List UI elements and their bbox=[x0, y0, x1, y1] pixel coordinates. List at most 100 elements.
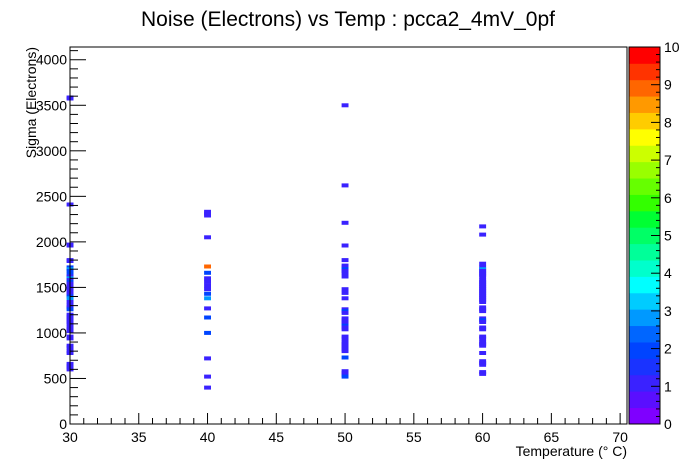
heatmap-cell bbox=[479, 300, 487, 304]
y-tick-label: 0 bbox=[59, 416, 67, 432]
y-tick-label: 1000 bbox=[36, 325, 67, 341]
x-tick-label: 55 bbox=[406, 429, 422, 445]
heatmap-cell bbox=[341, 270, 349, 275]
heatmap-cell bbox=[479, 309, 487, 314]
heatmap-cell bbox=[479, 224, 487, 229]
heatmap-cells bbox=[66, 95, 487, 390]
x-tick-label: 35 bbox=[131, 429, 147, 445]
heatmap-cell bbox=[204, 235, 211, 240]
color-palette: 0 1 2 3 4 5 6 7 8 9 10 bbox=[628, 39, 680, 432]
palette-swatch bbox=[629, 374, 660, 392]
palette-swatch bbox=[629, 79, 660, 97]
heatmap-cell bbox=[204, 283, 211, 288]
heatmap-cell bbox=[341, 258, 349, 263]
x-tick-label: 60 bbox=[475, 429, 491, 445]
palette-swatch bbox=[629, 47, 660, 64]
palette-tick-label: 2 bbox=[664, 341, 672, 357]
heatmap-cell bbox=[204, 287, 211, 292]
palette-tick-label: 9 bbox=[664, 77, 672, 93]
heatmap-cell bbox=[204, 213, 211, 218]
heatmap-cell bbox=[341, 355, 349, 360]
palette-swatch bbox=[629, 260, 660, 277]
palette-tick-label: 0 bbox=[664, 416, 672, 432]
heatmap-cell bbox=[479, 362, 487, 367]
x-axis-label: Temperature (° C) bbox=[516, 443, 627, 459]
heatmap-cell bbox=[341, 183, 349, 188]
heatmap-cell bbox=[341, 290, 349, 295]
heatmap-cell bbox=[204, 291, 211, 296]
heatmap-cell bbox=[204, 270, 211, 275]
palette-swatch bbox=[629, 145, 660, 163]
y-tick-label: 2500 bbox=[36, 188, 67, 204]
y-axis-label: Sigma (Electrons) bbox=[23, 47, 39, 158]
palette-swatch bbox=[629, 227, 660, 245]
heatmap-cell bbox=[479, 232, 487, 237]
heatmap-cell bbox=[341, 327, 349, 332]
heatmap-cell bbox=[341, 243, 349, 248]
heatmap-cell bbox=[341, 103, 349, 108]
heatmap-cell bbox=[479, 336, 487, 341]
palette-swatch bbox=[629, 342, 660, 359]
x-tick-label: 65 bbox=[544, 429, 560, 445]
heatmap-cell bbox=[341, 336, 349, 341]
heatmap-cell bbox=[204, 330, 211, 335]
heatmap-cell bbox=[479, 327, 487, 332]
palette-swatch bbox=[629, 292, 660, 310]
heatmap-cell bbox=[341, 349, 349, 354]
palette-swatch bbox=[629, 309, 660, 327]
palette-swatch bbox=[629, 276, 660, 294]
y-tick-label: 500 bbox=[44, 370, 68, 386]
palette-swatch bbox=[629, 194, 660, 212]
heatmap-cell bbox=[204, 356, 211, 361]
x-tick-label: 50 bbox=[337, 429, 353, 445]
palette-swatch bbox=[629, 210, 660, 228]
heatmap-cell bbox=[204, 276, 211, 281]
axes: 30 35 40 45 50 55 60 65 70 0 500 1000 1500 2000 2500 30… bbox=[36, 50, 628, 445]
heatmap-cell bbox=[341, 374, 349, 379]
palette-swatch bbox=[629, 96, 660, 113]
heatmap-cell bbox=[341, 220, 349, 225]
heatmap-cell bbox=[479, 320, 487, 324]
heatmap-cell bbox=[341, 296, 349, 301]
palette-swatch bbox=[629, 128, 660, 146]
plot-frame bbox=[69, 46, 628, 425]
heatmap-cell bbox=[479, 261, 487, 266]
palette-tick-label: 1 bbox=[664, 378, 672, 394]
palette-tick-label: 3 bbox=[664, 303, 672, 319]
palette-swatch bbox=[629, 243, 660, 261]
palette-swatch bbox=[629, 178, 660, 195]
palette-tick-label: 6 bbox=[664, 190, 672, 206]
x-tick-label: 70 bbox=[612, 429, 628, 445]
y-tick-label: 3500 bbox=[36, 97, 67, 113]
x-tick-label: 45 bbox=[269, 429, 285, 445]
heatmap-cell bbox=[479, 274, 487, 279]
heatmap-cell bbox=[204, 296, 211, 301]
palette-swatch bbox=[629, 358, 660, 376]
y-tick-label: 2000 bbox=[36, 234, 67, 250]
palette-swatch bbox=[629, 112, 660, 130]
chart-title: Noise (Electrons) vs Temp : pcca2_4mV_0p… bbox=[141, 8, 555, 31]
y-tick-label: 3000 bbox=[36, 143, 67, 159]
x-tick-label: 30 bbox=[62, 429, 78, 445]
heatmap-cell bbox=[479, 371, 487, 376]
palette-swatch bbox=[629, 407, 660, 425]
x-tick-label: 40 bbox=[200, 429, 216, 445]
y-tick-label: 4000 bbox=[36, 52, 67, 68]
heatmap-cell bbox=[204, 306, 211, 311]
heatmap-cell bbox=[204, 264, 211, 269]
heatmap-cell bbox=[204, 385, 211, 390]
heatmap-cell bbox=[479, 343, 487, 348]
heatmap-cell bbox=[341, 287, 349, 292]
palette-swatch bbox=[629, 391, 660, 409]
y-tick-label: 1500 bbox=[36, 279, 67, 295]
heatmap-cell bbox=[479, 351, 487, 355]
palette-tick-label: 8 bbox=[664, 114, 672, 130]
palette-swatch bbox=[629, 325, 660, 343]
palette-tick-label: 4 bbox=[664, 265, 672, 281]
palette-swatch bbox=[629, 161, 660, 179]
palette-tick-label: 10 bbox=[664, 39, 680, 55]
palette-tick-label: 7 bbox=[664, 152, 672, 168]
palette-swatch bbox=[629, 63, 660, 81]
palette-tick-label: 5 bbox=[664, 228, 672, 244]
